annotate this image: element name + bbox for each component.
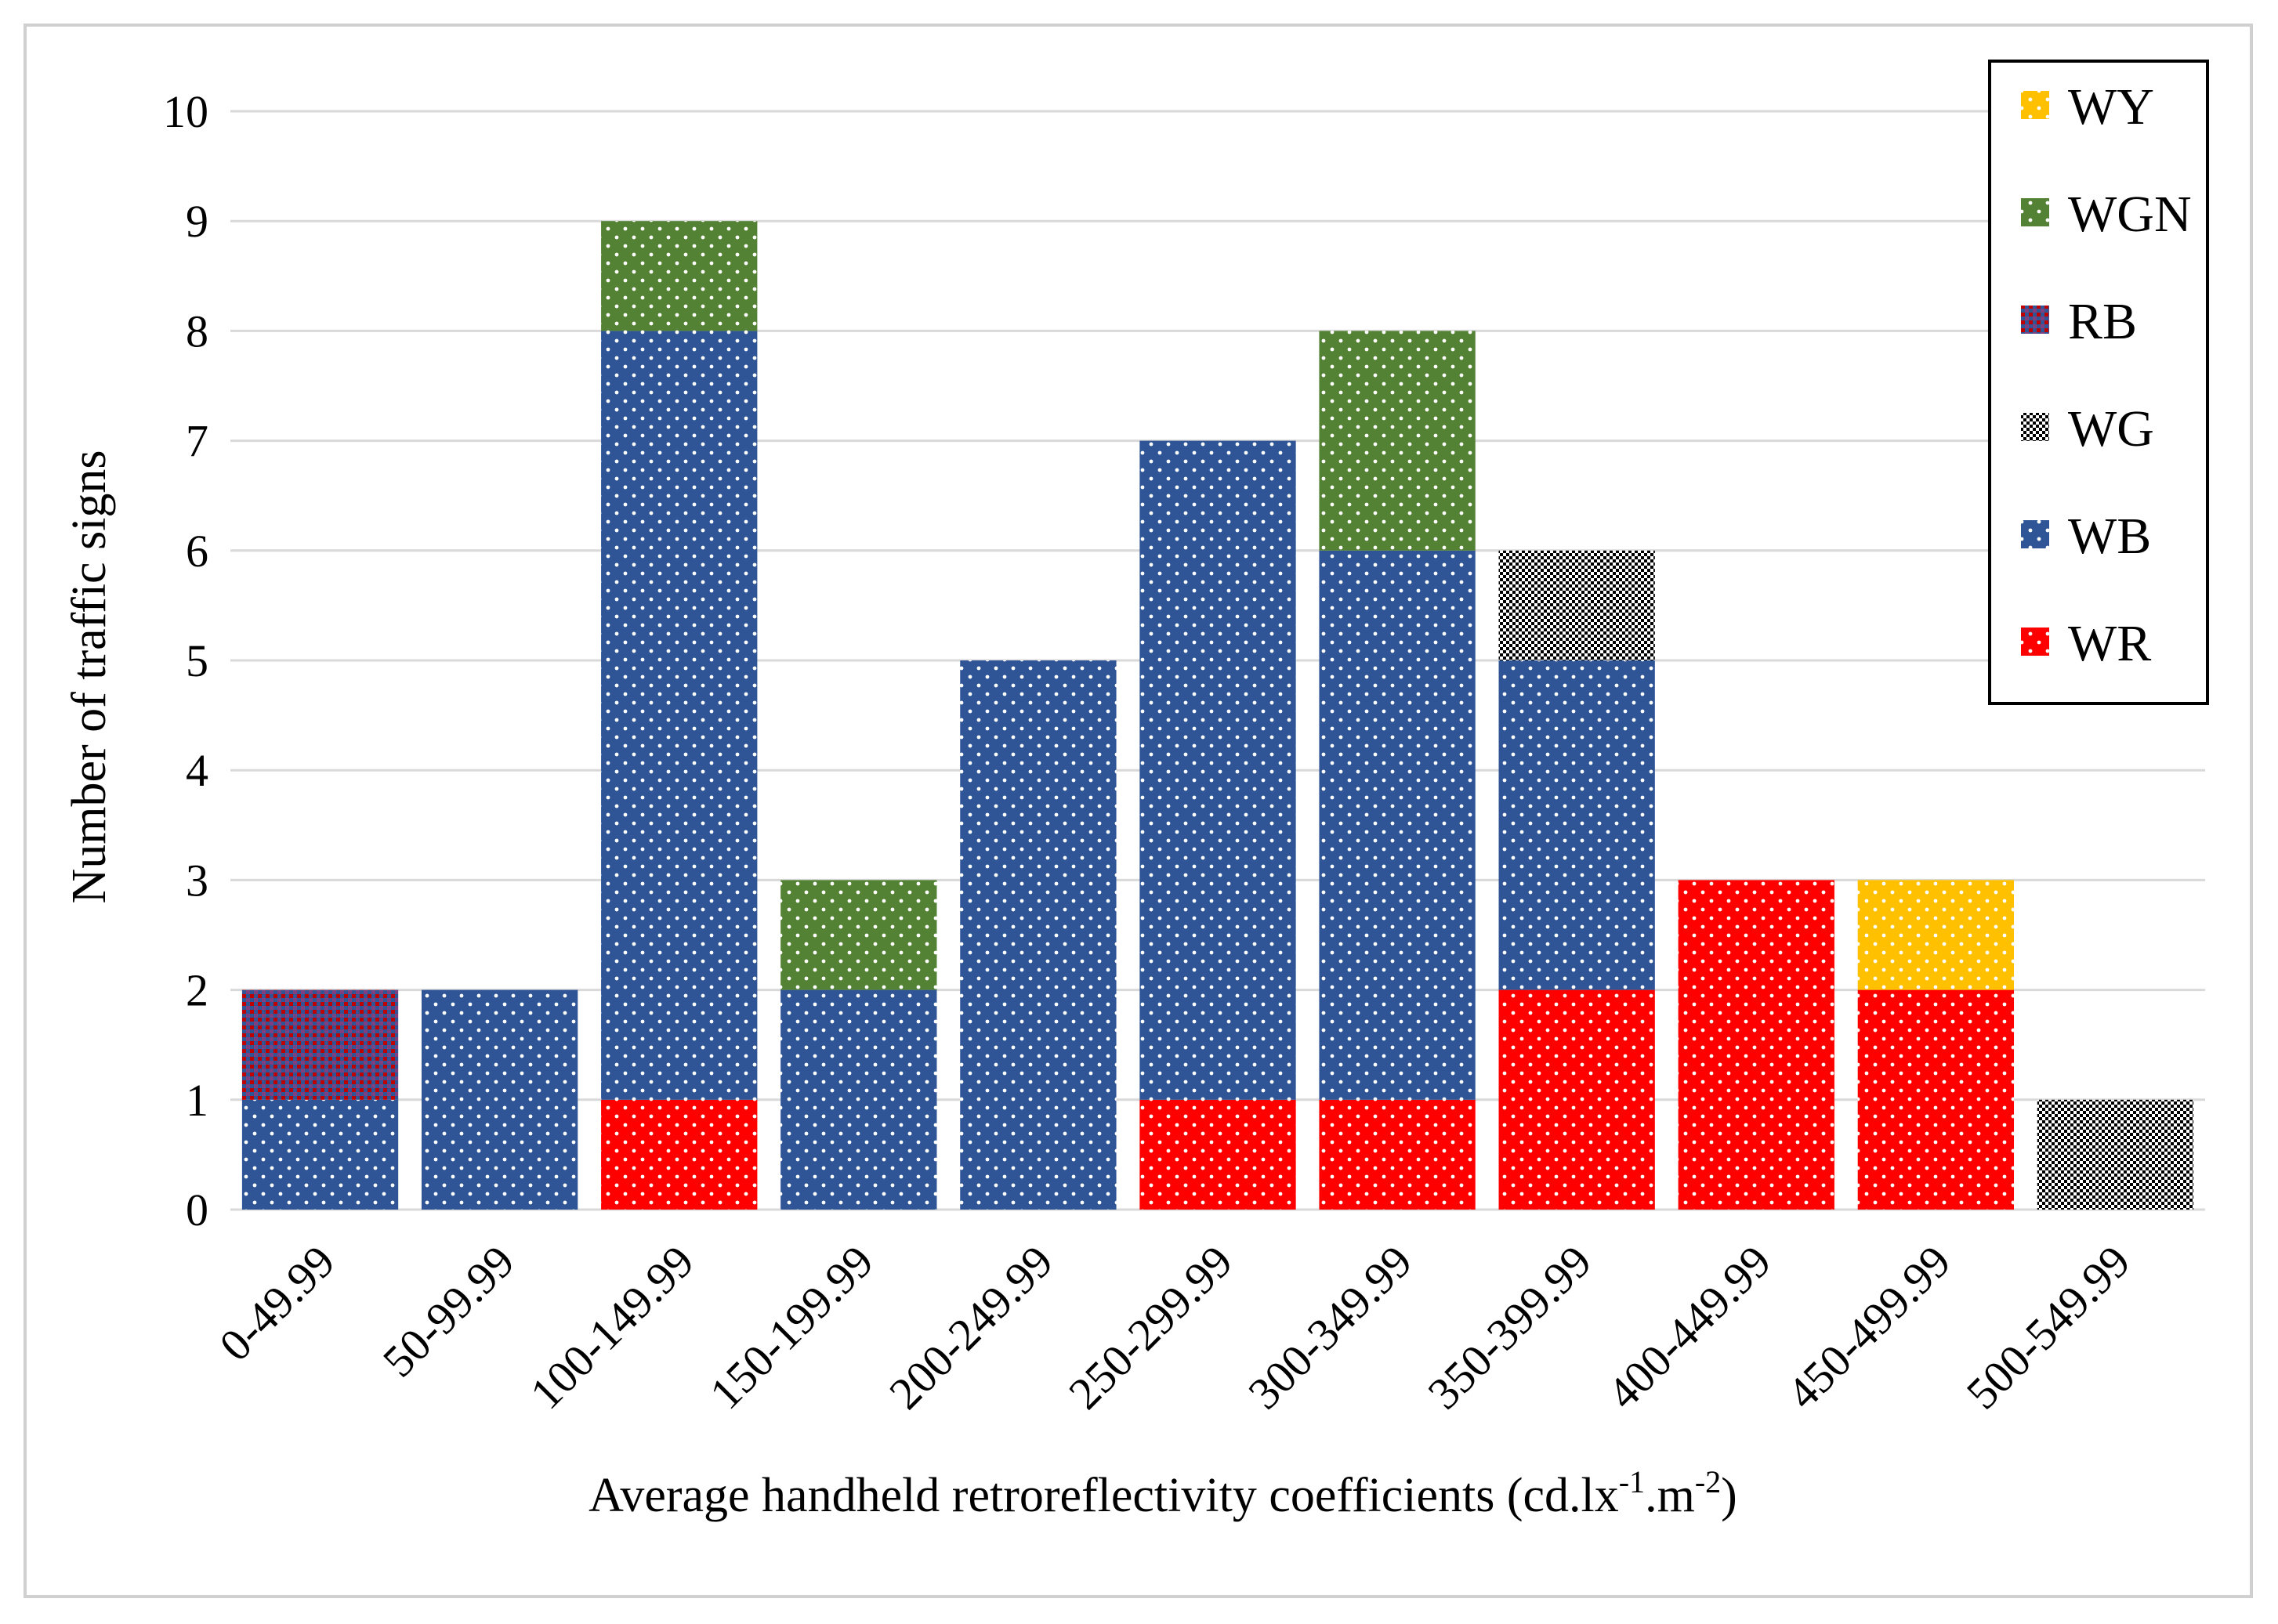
bar-wg bbox=[2037, 1099, 2194, 1210]
bar-wb bbox=[1319, 550, 1476, 1100]
y-axis-ticks: 0 1 2 3 4 5 6 7 8 9 10 bbox=[163, 86, 208, 1235]
y-tick-label: 6 bbox=[186, 526, 208, 577]
bar-wb bbox=[780, 989, 937, 1210]
y-tick-label: 7 bbox=[186, 416, 208, 467]
y-tick-label: 9 bbox=[186, 196, 208, 247]
y-tick-label: 4 bbox=[186, 745, 208, 796]
legend-swatch-wgn bbox=[2021, 198, 2049, 226]
legend-label-wy: WY bbox=[2068, 78, 2154, 136]
x-axis-ticks: 0-49.99 50-99.99100-149.99150-199.99200-2… bbox=[209, 1235, 2139, 1419]
bar-wg bbox=[1498, 550, 1655, 660]
x-tick-label: 400-449.99 bbox=[1598, 1235, 1781, 1419]
y-tick-label: 10 bbox=[163, 86, 208, 137]
bar-wy bbox=[1857, 880, 2015, 990]
bar-wr bbox=[1678, 880, 1834, 1210]
x-tick-label: 200-249.99 bbox=[879, 1235, 1063, 1419]
bar-wgn bbox=[601, 221, 758, 331]
bars bbox=[241, 221, 2194, 1210]
legend-label-wr: WR bbox=[2068, 615, 2151, 672]
x-axis-title: Average handheld retroreflectivity coeff… bbox=[589, 1464, 1737, 1522]
y-tick-label: 3 bbox=[186, 855, 208, 906]
stacked-bar-chart: 0 1 2 3 4 5 6 7 8 9 10 0-49.99 50-99.99100-149.9915… bbox=[63, 60, 2209, 1522]
y-tick-label: 2 bbox=[186, 965, 208, 1016]
legend-swatch-wy bbox=[2021, 91, 2049, 119]
bar-wb bbox=[601, 331, 758, 1100]
legend-label-rb: RB bbox=[2068, 293, 2137, 350]
legend-swatch-rb bbox=[2021, 306, 2049, 334]
bar-wr bbox=[601, 1099, 758, 1210]
y-axis-title: Number of traffic signs bbox=[63, 450, 116, 903]
x-tick-label: 350-399.99 bbox=[1418, 1235, 1601, 1419]
bar-wr bbox=[1139, 1099, 1296, 1210]
bar-wb bbox=[960, 660, 1117, 1210]
x-tick-label: 450-499.99 bbox=[1777, 1235, 1961, 1419]
bar-wb bbox=[1498, 660, 1655, 990]
chart-frame: 0 1 2 3 4 5 6 7 8 9 10 0-49.99 50-99.99 100-149.99 15… bbox=[24, 24, 2253, 1598]
y-tick-label: 5 bbox=[186, 635, 208, 686]
y-tick-label: 8 bbox=[186, 306, 208, 356]
bar-wgn bbox=[1319, 331, 1476, 551]
y-tick-label: 0 bbox=[186, 1185, 208, 1235]
legend-swatch-wb bbox=[2021, 520, 2049, 548]
bar-wb bbox=[421, 989, 578, 1210]
legend-label-wg: WG bbox=[2068, 400, 2154, 458]
bar-wgn bbox=[780, 880, 937, 990]
legend-label-wgn: WGN bbox=[2068, 186, 2192, 243]
bar-wr bbox=[1498, 989, 1655, 1210]
legend-box bbox=[1988, 60, 2209, 705]
bar-wb bbox=[241, 1099, 399, 1210]
bar-rb bbox=[241, 989, 399, 1100]
legend-swatch-wr bbox=[2021, 628, 2049, 656]
x-tick-label: 50-99.99 bbox=[373, 1235, 524, 1387]
legend-label-wb: WB bbox=[2068, 508, 2151, 565]
x-tick-label: 100-149.99 bbox=[520, 1235, 704, 1419]
x-tick-label: 0-49.99 bbox=[209, 1235, 344, 1370]
x-tick-label: 150-199.99 bbox=[700, 1235, 883, 1419]
y-tick-label: 1 bbox=[186, 1075, 208, 1126]
bar-wb bbox=[1139, 440, 1296, 1100]
legend-swatch-wg bbox=[2021, 413, 2049, 441]
x-tick-label: 500-549.99 bbox=[1957, 1235, 2140, 1419]
legend: WY WGN RB WG WB WR bbox=[1988, 60, 2209, 705]
bar-wr bbox=[1319, 1099, 1476, 1210]
x-tick-label: 300-349.99 bbox=[1238, 1235, 1421, 1419]
bar-wr bbox=[1857, 989, 2015, 1210]
x-tick-label: 250-299.99 bbox=[1059, 1235, 1242, 1419]
